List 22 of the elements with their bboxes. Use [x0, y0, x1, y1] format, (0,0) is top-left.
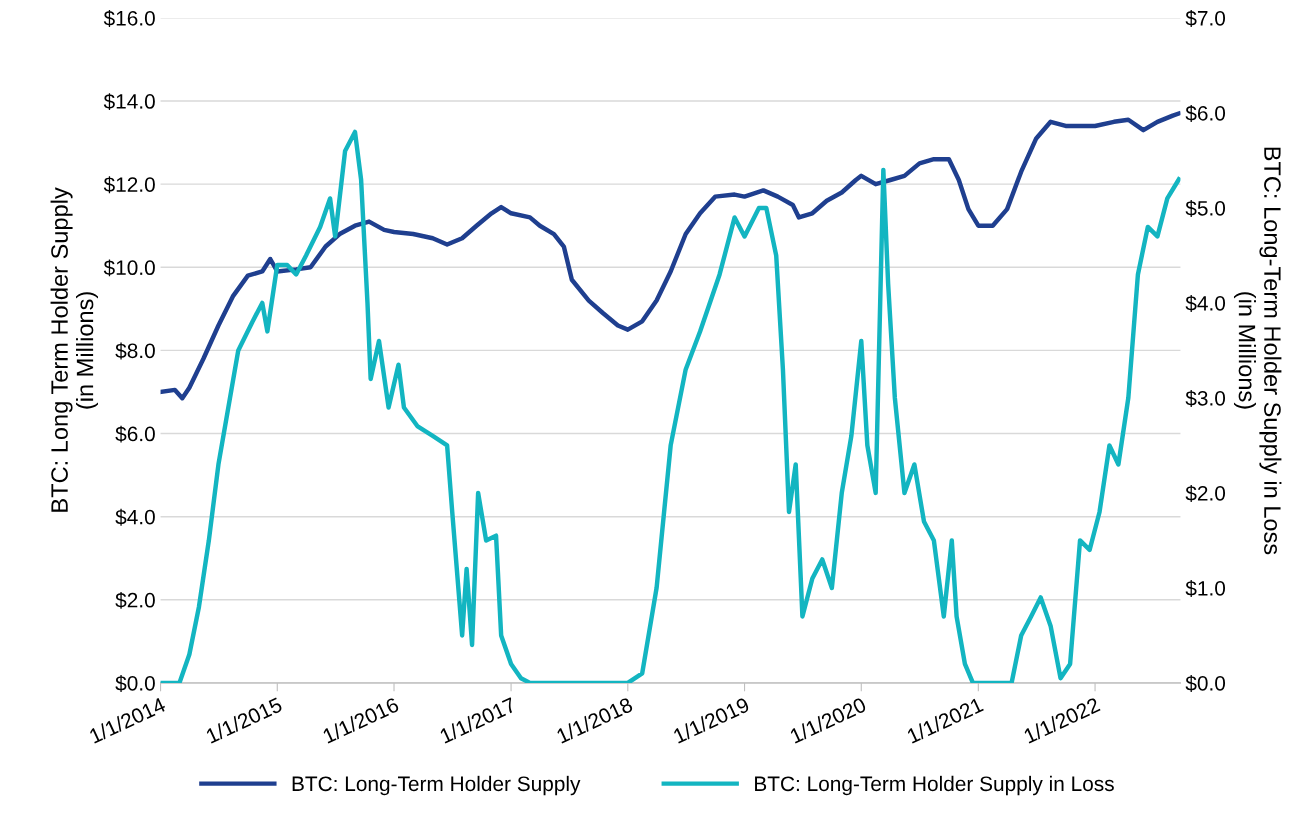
y-tick-label: $6.0 — [115, 425, 155, 443]
y2-tick-label: $2.0 — [1185, 485, 1226, 502]
y-tick-label: $16.0 — [103, 10, 155, 27]
y2-tick-label: $5.0 — [1185, 200, 1226, 217]
y-tick-label: $12.0 — [103, 176, 155, 194]
y2-tick-label: $6.0 — [1185, 105, 1226, 122]
y2-tick-label: $7.0 — [1185, 10, 1226, 27]
y2-tick-label: $3.0 — [1185, 390, 1226, 407]
legend-label: BTC: Long-Term Holder Supply — [292, 775, 581, 796]
y2-tick-label: $0.0 — [1185, 675, 1226, 692]
y-tick-label: $2.0 — [115, 591, 155, 609]
line-series — [160, 111, 1181, 401]
y-tick-label: $4.0 — [115, 508, 155, 526]
y2-tick-label: $4.0 — [1185, 295, 1226, 312]
y-tick-label: $10.0 — [103, 259, 155, 277]
y-axis-title: BTC: Long Term Holder Supply (in Millions) — [50, 187, 98, 512]
y2-tick-label: $1.0 — [1185, 580, 1226, 597]
y2-axis-title: BTC: Long-Term Holder Supply in Loss (in Millions) — [1233, 147, 1282, 555]
y-tick-label: $14.0 — [103, 93, 155, 111]
y-tick-label: $8.0 — [115, 342, 155, 360]
legend-label: BTC: Long-Term Holder Supply in Loss — [755, 775, 1114, 796]
y-tick-label: $0.0 — [115, 675, 155, 692]
